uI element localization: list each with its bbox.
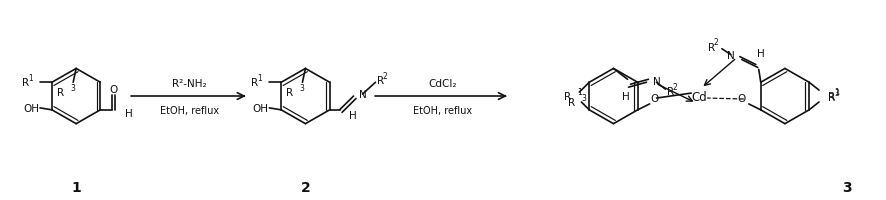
- Text: R: R: [828, 93, 835, 103]
- Text: EtOH, reflux: EtOH, reflux: [413, 105, 472, 115]
- Text: 2: 2: [300, 180, 310, 194]
- Text: N: N: [359, 90, 366, 100]
- Text: CdCl₂: CdCl₂: [428, 79, 457, 89]
- Text: H: H: [125, 108, 133, 118]
- Text: O: O: [650, 94, 658, 104]
- Text: 1: 1: [71, 180, 81, 194]
- Text: 1: 1: [578, 87, 582, 96]
- Text: N: N: [654, 77, 661, 87]
- Text: R: R: [667, 87, 674, 97]
- Text: R: R: [286, 88, 293, 98]
- Text: R: R: [708, 43, 715, 52]
- Text: 2: 2: [713, 38, 719, 47]
- Text: R: R: [568, 97, 575, 107]
- Text: 2: 2: [672, 82, 678, 91]
- Text: H: H: [348, 110, 356, 120]
- Text: R: R: [828, 92, 835, 102]
- Text: O: O: [110, 85, 118, 95]
- Text: 1: 1: [834, 87, 839, 96]
- Text: OH: OH: [253, 103, 268, 113]
- Text: OH: OH: [23, 103, 39, 113]
- Text: 3: 3: [299, 83, 304, 92]
- Text: 1: 1: [28, 73, 33, 82]
- Text: R: R: [22, 78, 29, 88]
- Text: EtOH, reflux: EtOH, reflux: [160, 105, 220, 115]
- Text: R: R: [377, 76, 385, 86]
- Text: O: O: [738, 94, 746, 104]
- Text: N: N: [727, 50, 734, 60]
- Text: 3: 3: [70, 83, 75, 92]
- Text: 3: 3: [842, 180, 851, 194]
- Text: 3: 3: [581, 93, 587, 102]
- Text: R: R: [252, 78, 259, 88]
- Text: R²-NH₂: R²-NH₂: [173, 79, 207, 89]
- Text: R: R: [57, 88, 64, 98]
- Text: 3: 3: [834, 88, 839, 97]
- Text: H: H: [622, 92, 629, 102]
- Text: 2: 2: [383, 71, 388, 80]
- Text: H: H: [757, 48, 765, 58]
- Text: 1: 1: [257, 73, 262, 82]
- Text: Cd: Cd: [691, 90, 707, 103]
- Text: R: R: [564, 92, 571, 102]
